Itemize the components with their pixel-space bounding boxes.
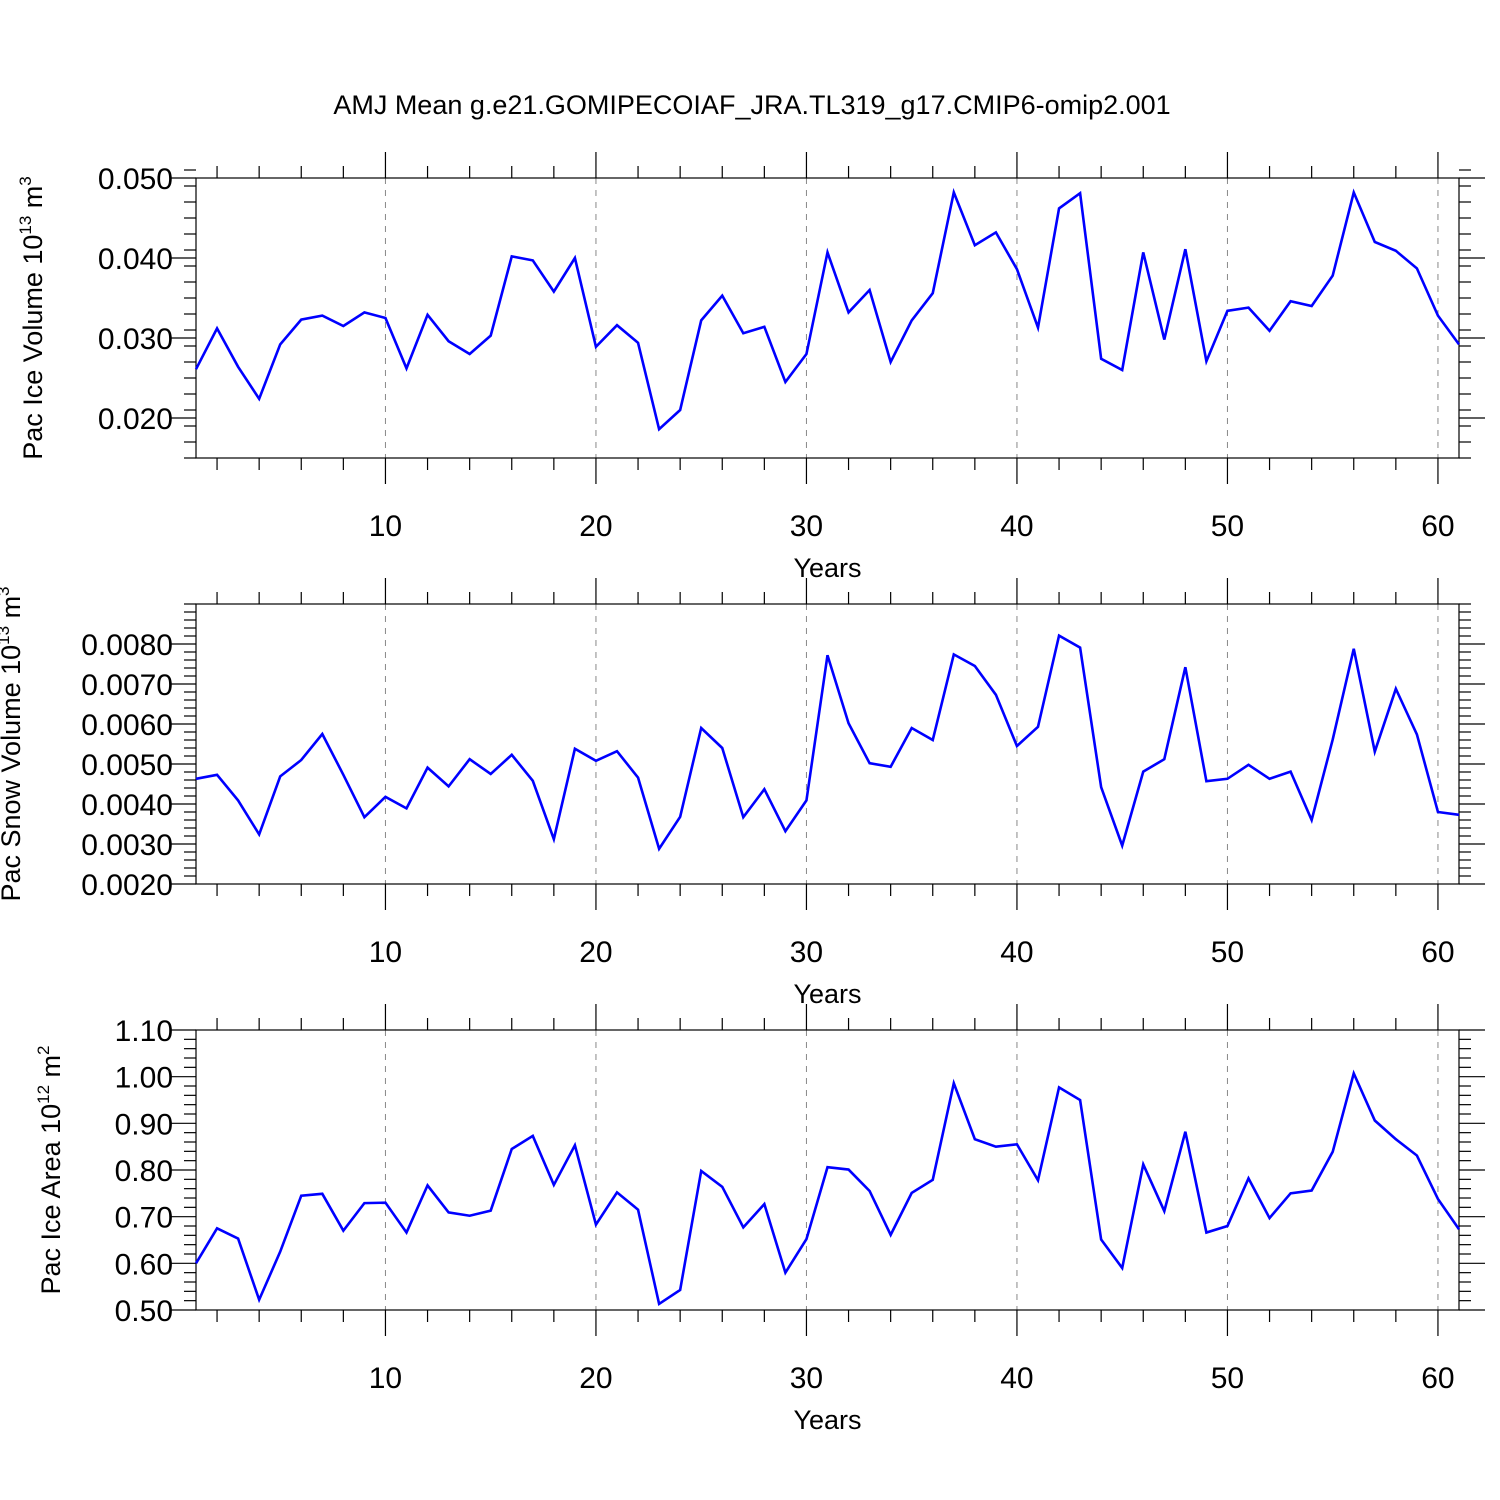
y-axis-label: Pac Ice Volume 1013 m3 [16,176,48,460]
y-tick-label: 0.70 [115,1202,173,1235]
y-tick-label: 0.020 [98,403,173,436]
y-tick-label: 0.0070 [81,669,173,702]
x-tick-label: 10 [369,936,402,969]
x-tick-label: 60 [1421,936,1454,969]
series-line-pac-ice-volume [194,187,1461,432]
y-tick-label: 0.60 [115,1248,173,1281]
plot-frame [195,177,1460,459]
y-tick-label: 0.0080 [81,629,173,662]
y-axis-label: Pac Ice Area 1012 m2 [34,1045,66,1294]
chart-panel-2: 0.0020 0.0030 0.0040 0.0050 0.0060 0.0070 0.00… [0,578,1485,1009]
x-axis-label: Years [793,1405,861,1435]
chart-panel-3: 0.50 0.60 0.70 0.80 0.90 1.00 1.10 10 20 30 40 50 60… [34,1004,1485,1435]
x-axis-label: Years [793,553,861,583]
chart-title: AMJ Mean g.e21.GOMIPECOIAF_JRA.TL319_g17… [333,90,1170,120]
x-tick-label: 30 [790,510,823,543]
x-tick-label: 40 [1000,1362,1033,1395]
y-axis-label: Pac Snow Volume 1013 m3 [0,586,26,901]
plot-frame [195,603,1460,885]
y-tick-label: 1.00 [115,1062,173,1095]
y-tick-label: 0.0060 [81,709,173,742]
x-tick-label: 20 [579,1362,612,1395]
x-tick-label: 50 [1211,510,1244,543]
x-tick-label: 60 [1421,1362,1454,1395]
x-tick-label: 10 [369,510,402,543]
x-tick-label: 20 [579,936,612,969]
x-tick-label: 50 [1211,936,1244,969]
y-tick-label: 0.80 [115,1155,173,1188]
y-tick-label: 0.0030 [81,829,173,862]
x-tick-label: 30 [790,936,823,969]
y-tick-label: 0.90 [115,1108,173,1141]
x-tick-label: 20 [579,510,612,543]
x-tick-label: 40 [1000,510,1033,543]
x-axis-label: Years [793,979,861,1009]
y-tick-label: 0.0040 [81,789,173,822]
chart-panel-1: 0.020 0.030 0.040 0.050 10 20 30 40 50 60 Years Pac… [16,152,1485,583]
y-tick-label: 0.50 [115,1295,173,1328]
y-tick-label: 0.040 [98,243,173,276]
x-tick-label: 40 [1000,936,1033,969]
x-tick-label: 30 [790,1362,823,1395]
x-tick-label: 50 [1211,1362,1244,1395]
series-line-pac-ice-area [194,1069,1461,1307]
y-tick-label: 0.0050 [81,749,173,782]
x-tick-label: 10 [369,1362,402,1395]
y-tick-label: 0.0020 [81,869,173,902]
y-tick-label: 0.030 [98,323,173,356]
y-tick-label: 0.050 [98,163,173,196]
x-tick-label: 60 [1421,510,1454,543]
series-line-pac-snow-volume [195,633,1460,852]
y-tick-label: 1.10 [115,1015,173,1048]
